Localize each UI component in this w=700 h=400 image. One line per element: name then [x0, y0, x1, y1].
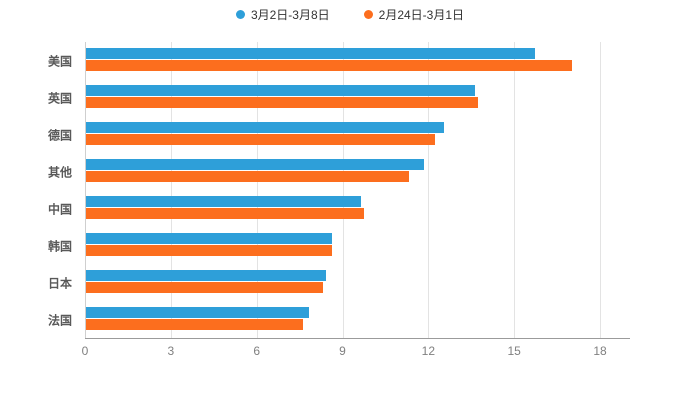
legend-label: 2月24日-3月1日: [378, 8, 465, 22]
category-axis: 美国英国德国其他中国韩国日本法国: [0, 42, 78, 338]
bar-德国-series-1: [86, 134, 436, 145]
category-label: 美国: [47, 54, 72, 68]
gridline: [342, 42, 344, 338]
bar-中国-series-0: [86, 196, 361, 207]
x-tick-label: 3: [167, 344, 175, 358]
plot-area: [85, 42, 601, 338]
gridline: [600, 42, 601, 338]
legend-dot-icon: [235, 10, 245, 19]
gridline: [428, 42, 430, 338]
gridline: [514, 42, 516, 338]
bar-美国-series-0: [86, 48, 536, 59]
bar-法国-series-1: [86, 319, 304, 330]
bar-德国-series-0: [86, 122, 444, 133]
category-label: 韩国: [47, 239, 72, 253]
bar-韩国-series-1: [86, 245, 333, 256]
category-label: 英国: [47, 91, 72, 105]
bar-英国-series-1: [86, 97, 478, 108]
x-axis-ticks: 0 3 6 9 12 15 18: [81, 344, 630, 364]
x-tick-label: 12: [421, 344, 436, 358]
x-tick-label: 18: [593, 344, 607, 358]
x-tick-label: 9: [339, 344, 346, 358]
category-label: 德国: [47, 128, 72, 142]
category-label: 其他: [47, 165, 72, 179]
bar-韩国-series-0: [86, 233, 333, 244]
bar-法国-series-0: [86, 307, 310, 318]
bar-其他-series-1: [86, 171, 410, 182]
category-label: 中国: [47, 202, 72, 216]
x-tick-label: 6: [253, 344, 260, 358]
gridline: [170, 42, 172, 338]
chart-legend: 3月2日-3月8日 2月24日-3月1日: [0, 6, 700, 23]
bar-其他-series-0: [86, 159, 424, 170]
gridline: [256, 42, 258, 338]
category-label: 法国: [47, 313, 72, 327]
legend-label: 3月2日-3月8日: [250, 8, 330, 22]
gridline: [85, 42, 86, 338]
legend-item-0[interactable]: 3月2日-3月8日: [235, 6, 330, 23]
bar-美国-series-1: [86, 60, 573, 71]
legend-dot-icon: [363, 10, 373, 19]
category-label: 日本: [47, 276, 72, 290]
x-tick-label: 15: [507, 344, 521, 358]
x-tick-label: 0: [81, 344, 89, 358]
x-axis-line: [85, 338, 630, 339]
bar-英国-series-0: [86, 85, 476, 96]
legend-item-1[interactable]: 2月24日-3月1日: [363, 6, 465, 23]
bar-日本-series-0: [86, 270, 327, 281]
bar-日本-series-1: [86, 282, 324, 293]
bar-中国-series-1: [86, 208, 364, 219]
